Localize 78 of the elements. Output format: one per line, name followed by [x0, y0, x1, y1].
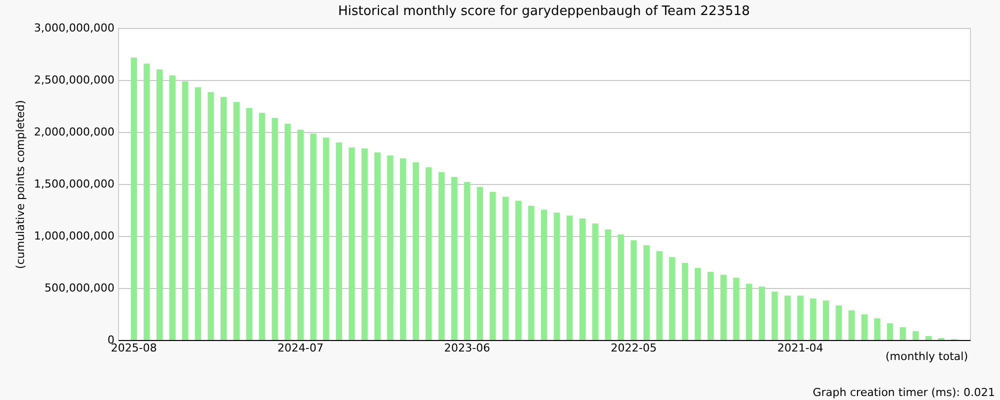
y-tick-label: 2,500,000,000 [34, 74, 114, 86]
bar [374, 152, 380, 340]
bar [810, 298, 816, 340]
bar [836, 305, 842, 340]
bar [336, 142, 342, 340]
bar [758, 286, 765, 340]
bar [362, 148, 368, 340]
bar [694, 268, 701, 340]
text: Graph creation timer (ms): 0.021 [812, 386, 995, 399]
bar [194, 87, 202, 340]
bar [848, 310, 855, 340]
bar [874, 318, 880, 340]
bar [476, 186, 483, 340]
bar [592, 224, 598, 340]
bar [682, 262, 688, 340]
bar [579, 218, 586, 340]
bar [156, 69, 163, 340]
bar [426, 167, 432, 340]
bar [387, 155, 394, 340]
bar [246, 108, 252, 340]
bar [182, 81, 188, 340]
bar [900, 327, 906, 340]
bar [169, 75, 176, 340]
bar [323, 138, 330, 340]
y-tick-label: 3,000,000,000 [34, 22, 114, 34]
bar [502, 196, 509, 340]
y-tick-label: 0 [108, 334, 114, 346]
chart-title: Historical monthly score for garydeppenbaugh of Team 223518 [338, 4, 750, 19]
x-tick-label: 2023-06 [444, 342, 490, 354]
bar [861, 314, 868, 340]
bar [490, 192, 496, 340]
bar [258, 112, 266, 340]
bar [720, 274, 726, 340]
x-tick-label: 2024-07 [278, 342, 324, 354]
bar [451, 177, 458, 340]
text: (monthly total) [886, 350, 968, 363]
bar [144, 64, 150, 340]
bar [605, 229, 612, 340]
bar [925, 336, 932, 340]
y-tick-label: 1,000,000,000 [34, 230, 114, 242]
bar [797, 296, 804, 340]
bar [515, 200, 522, 340]
bar [208, 92, 214, 340]
x-tick-label: 2021-04 [777, 342, 824, 354]
bar [272, 118, 278, 340]
bar [220, 97, 227, 340]
bar [310, 134, 316, 340]
bar [656, 251, 662, 340]
bar [784, 296, 791, 340]
bar [130, 58, 137, 340]
bar [708, 272, 714, 340]
bar [528, 206, 534, 340]
y-axis-title: (cumulative points completed) [14, 100, 28, 269]
bar [643, 245, 650, 340]
y-tick-label: 1,500,000,000 [34, 178, 114, 190]
bar [412, 162, 419, 340]
bar [348, 147, 355, 340]
bar [297, 130, 304, 340]
x-tick-label: 2022-05 [610, 342, 657, 354]
bar [464, 182, 470, 340]
y-tick-label: 2,000,000,000 [34, 126, 114, 138]
bar [733, 278, 740, 340]
bar [630, 240, 637, 340]
bar [400, 158, 406, 340]
bar [912, 331, 919, 340]
bar [886, 323, 894, 340]
bar [554, 212, 560, 340]
bar [233, 102, 240, 340]
y-tick-label: 500,000,000 [44, 282, 114, 294]
bar [438, 172, 445, 340]
bar [822, 300, 830, 340]
bar [772, 292, 778, 340]
bar [284, 124, 291, 340]
bar [669, 257, 676, 340]
bar [540, 210, 548, 340]
bar [746, 284, 752, 340]
bar [566, 216, 573, 340]
bar [618, 234, 624, 340]
